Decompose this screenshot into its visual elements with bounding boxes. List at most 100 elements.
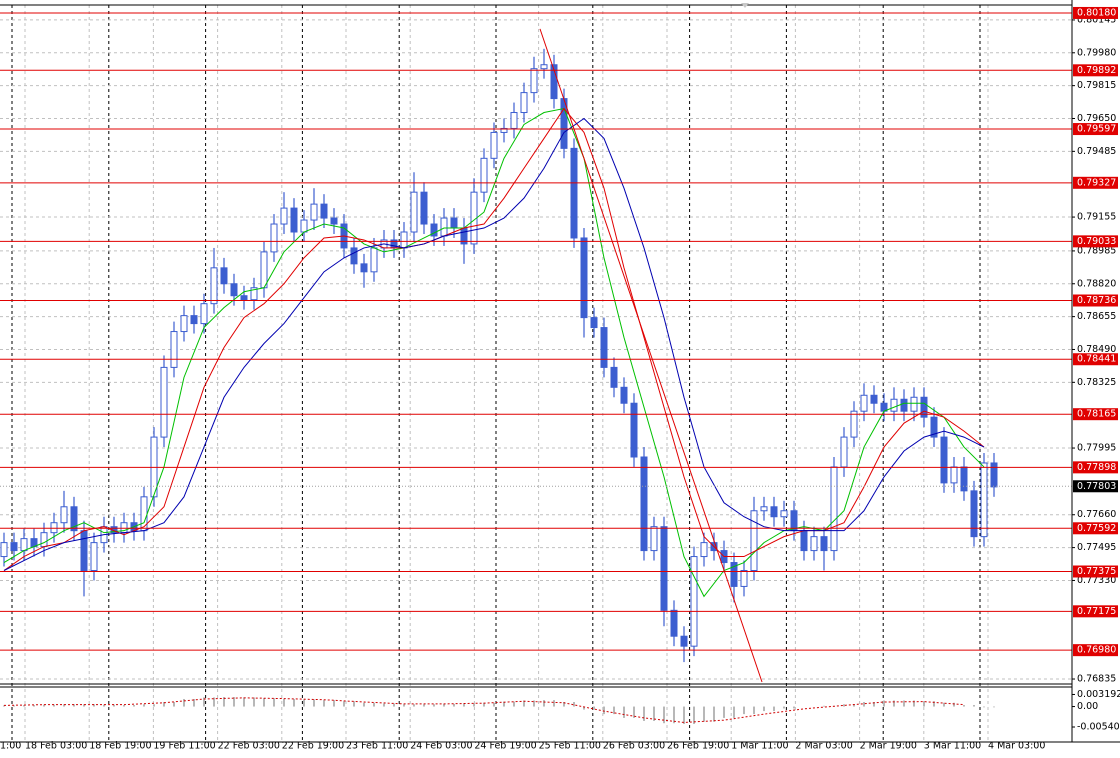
candle-body <box>690 556 698 647</box>
candle-body <box>580 237 588 319</box>
candle-body <box>830 466 838 552</box>
x-tick-label: 19 Feb 11:00 <box>153 741 215 752</box>
candle-body <box>650 526 658 552</box>
candle-body <box>640 456 648 552</box>
level-label: 0.76980 <box>1073 644 1118 657</box>
candle-body <box>230 283 238 297</box>
candle-body <box>570 147 578 239</box>
level-label-text: 0.77175 <box>1077 606 1116 617</box>
x-tick-label: 26 Feb 19:00 <box>667 741 729 752</box>
candle-body <box>920 396 928 418</box>
candle-body <box>850 410 858 438</box>
osc-signal <box>3 697 965 723</box>
level-label-text: 0.78165 <box>1077 409 1116 420</box>
y-tick-label: 0.78490 <box>1077 344 1116 355</box>
x-tick-label: 25 Feb 11:00 <box>539 741 601 752</box>
candle-body <box>250 287 258 301</box>
x-tick-label: 1 Mar 11:00 <box>731 741 788 752</box>
candle-body <box>550 64 558 100</box>
level-label: 0.78165 <box>1073 408 1118 421</box>
last-price-label: 0.77803 <box>1073 480 1118 493</box>
candle-body <box>840 436 848 468</box>
candle-body <box>190 315 198 325</box>
level-label-text: 0.79033 <box>1077 236 1116 247</box>
candle-body <box>910 396 918 412</box>
candle-body <box>10 542 18 552</box>
candle-body <box>770 506 778 518</box>
candle-body <box>940 436 948 484</box>
y-tick-label: 0.78985 <box>1077 245 1116 256</box>
candle-body <box>20 538 28 552</box>
y-tick-label: 0.79155 <box>1077 212 1116 223</box>
candle-body <box>350 247 358 265</box>
level-label: 0.77175 <box>1073 605 1118 618</box>
trend-line <box>539 28 763 683</box>
level-label-text: 0.79892 <box>1077 65 1116 76</box>
candle-body <box>430 223 438 237</box>
level-label-bg <box>1073 605 1118 618</box>
candle-body <box>160 366 168 438</box>
level-label-text: 0.76980 <box>1077 645 1116 656</box>
candle-body <box>540 64 548 70</box>
candle-body <box>860 394 868 412</box>
candle-body <box>40 532 48 548</box>
candle-body <box>210 267 218 305</box>
level-label: 0.79597 <box>1073 123 1118 136</box>
y-tick-label: 0.79650 <box>1077 113 1116 124</box>
osc-y-tick-label: 0.00 <box>1077 701 1098 712</box>
candle-body <box>600 327 608 368</box>
x-tick-label: 18 Feb 19:00 <box>89 741 151 752</box>
candle-body <box>800 530 808 552</box>
candle-body <box>400 231 408 249</box>
candle-body <box>630 402 638 458</box>
candle-body <box>680 635 688 647</box>
level-label-bg <box>1073 123 1118 136</box>
candle-body <box>870 394 878 404</box>
x-tick-label: 22 Feb 03:00 <box>218 741 280 752</box>
x-tick-label: 1:00 <box>0 741 21 752</box>
level-label-bg <box>1073 235 1118 248</box>
candle-body <box>990 462 998 488</box>
candle-body <box>950 466 958 484</box>
x-tick-label: 2 Mar 19:00 <box>860 741 917 752</box>
last-price-bg <box>1073 480 1118 493</box>
candle-body <box>50 522 58 534</box>
marks <box>0 12 1072 724</box>
level-label-bg <box>1073 565 1118 578</box>
candle-body <box>450 217 458 229</box>
level-label-bg <box>1073 176 1118 189</box>
x-tick-label: 24 Feb 19:00 <box>474 741 536 752</box>
candle-body <box>310 203 318 221</box>
level-label-bg <box>1073 522 1118 535</box>
level-label: 0.78441 <box>1073 353 1118 366</box>
candle-body <box>270 223 278 253</box>
candle-body <box>610 366 618 388</box>
level-label-text: 0.80180 <box>1077 7 1116 18</box>
candle-body <box>180 315 188 333</box>
candle-body <box>820 536 828 552</box>
candle-body <box>900 398 908 412</box>
candle-body <box>960 466 968 492</box>
candle-body <box>790 510 798 532</box>
candle-body <box>70 506 78 532</box>
candle-body <box>970 490 978 538</box>
y-tick-label: 0.77995 <box>1077 443 1116 454</box>
y-tick-label: 0.80145 <box>1077 14 1116 25</box>
candle-body <box>410 191 418 233</box>
y-tick-label: 0.76835 <box>1077 674 1116 685</box>
candle-body <box>330 217 338 225</box>
candle-body <box>280 207 288 225</box>
level-label-text: 0.77898 <box>1077 462 1116 473</box>
candle-body <box>480 157 488 193</box>
level-label: 0.80180 <box>1073 6 1118 19</box>
level-label-bg <box>1073 353 1118 366</box>
y-tick-label: 0.78325 <box>1077 377 1116 388</box>
x-tick-label: 23 Feb 11:00 <box>346 741 408 752</box>
y-tick-label: 0.77660 <box>1077 509 1116 520</box>
candle-body <box>300 219 308 233</box>
candle-body <box>620 386 628 404</box>
moving-average <box>3 107 985 598</box>
osc-y-tick-label: 0.003192 <box>1077 689 1120 700</box>
level-label: 0.79892 <box>1073 64 1118 77</box>
